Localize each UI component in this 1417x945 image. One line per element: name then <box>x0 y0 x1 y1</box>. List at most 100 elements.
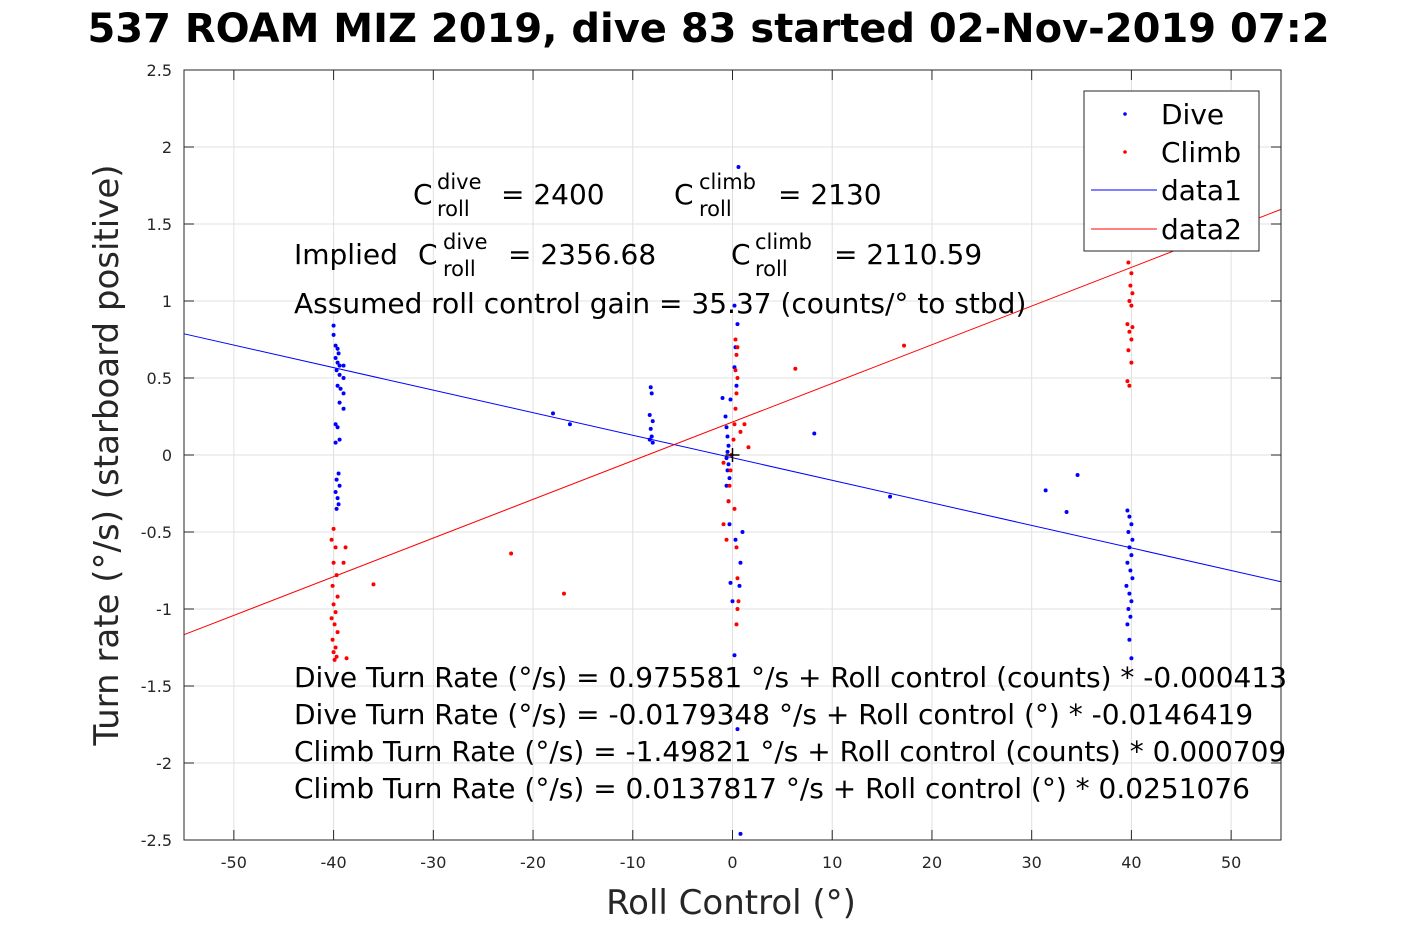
point-dive <box>334 368 339 373</box>
point-climb <box>1129 271 1134 276</box>
x-tick-label: 0 <box>727 853 737 872</box>
x-tick-label: 50 <box>1221 853 1241 872</box>
x-tick-label: -20 <box>520 853 546 872</box>
y-axis-label: Turn rate (°/s) (starboard positive) <box>87 164 127 746</box>
point-dive <box>725 449 730 454</box>
point-climb <box>1130 325 1135 330</box>
point-climb <box>1127 329 1132 334</box>
point-dive <box>1125 622 1130 627</box>
point-dive <box>647 437 652 442</box>
point-climb <box>735 607 740 611</box>
point-dive <box>337 400 342 405</box>
y-tick-label: -0.5 <box>141 523 172 542</box>
point-climb <box>331 602 336 607</box>
point-climb <box>732 422 737 427</box>
point-dive <box>335 360 340 365</box>
point-dive <box>888 494 893 499</box>
legend-data2-label: data2 <box>1161 213 1242 246</box>
c-dive-sym: C <box>413 178 433 211</box>
x-tick-label: -10 <box>620 853 646 872</box>
point-climb <box>331 526 336 531</box>
point-dive <box>1129 656 1134 661</box>
point-climb <box>331 560 336 565</box>
point-climb <box>1130 291 1135 296</box>
point-climb <box>332 657 337 662</box>
point-dive <box>333 343 338 348</box>
x-tick-label: 20 <box>922 853 942 872</box>
point-dive <box>732 303 737 308</box>
point-climb <box>334 654 339 659</box>
point-dive <box>1127 545 1132 550</box>
legend-climb-label: Climb <box>1161 136 1241 169</box>
x-tick-labels: -50 -40 -30 -20 -10 0 10 20 30 40 50 <box>221 853 1242 872</box>
point-dive <box>333 440 338 445</box>
point-dive <box>733 537 738 542</box>
point-climb <box>333 545 338 550</box>
y-tick-label: -2 <box>156 754 172 773</box>
point-climb <box>371 582 376 587</box>
point-dive <box>737 583 742 588</box>
point-dive <box>1129 522 1134 527</box>
ticks <box>184 69 1281 841</box>
point-climb <box>344 656 349 661</box>
point-dive <box>726 462 731 467</box>
legend-dive-marker <box>1123 112 1127 116</box>
point-climb <box>343 545 348 550</box>
legend-climb-marker <box>1123 150 1127 154</box>
point-dive <box>341 363 346 368</box>
point-climb <box>735 376 740 380</box>
point-dive <box>1125 508 1130 513</box>
point-dive <box>727 522 732 527</box>
c-climb-sup: climb <box>699 170 756 194</box>
point-dive <box>336 351 341 356</box>
series-line-data2 <box>183 208 1282 636</box>
point-dive <box>726 443 731 448</box>
scatter-points <box>329 165 1135 836</box>
point-climb <box>733 368 738 373</box>
point-dive <box>649 434 654 439</box>
point-dive <box>812 431 817 436</box>
point-climb <box>733 406 738 411</box>
legend-data1-label: data1 <box>1161 174 1242 207</box>
point-dive <box>723 414 728 419</box>
point-dive <box>1064 509 1069 514</box>
point-dive <box>337 483 342 488</box>
c-climb-value: = 2130 <box>778 178 882 211</box>
point-dive <box>730 599 735 604</box>
x-tick-label: 40 <box>1121 853 1141 872</box>
x-axis-label: Roll Control (°) <box>606 883 856 923</box>
point-climb <box>731 437 736 442</box>
point-climb <box>329 616 334 621</box>
point-dive <box>724 456 729 461</box>
y-tick-label: -2.5 <box>141 831 172 850</box>
implied-dive-annotation: Implied C dive roll = 2356.68 <box>294 230 656 281</box>
point-climb <box>1128 283 1133 288</box>
point-dive <box>1130 576 1135 581</box>
point-dive <box>734 383 739 388</box>
point-dive <box>1127 591 1132 596</box>
point-dive <box>1129 553 1134 558</box>
implied-dive-prefix: Implied <box>294 238 398 271</box>
point-climb <box>734 622 739 627</box>
point-dive <box>333 489 338 494</box>
c-climb-annotation: C climb roll = 2130 <box>674 170 882 221</box>
point-dive <box>567 422 572 427</box>
implied-dive-sub: roll <box>443 257 476 281</box>
point-dive <box>738 831 743 836</box>
point-dive <box>337 437 342 442</box>
point-dive <box>720 396 725 401</box>
fit-line-4: Climb Turn Rate (°/s) = 0.0137817 °/s + … <box>294 772 1250 805</box>
point-climb <box>734 391 739 396</box>
point-climb <box>902 343 907 348</box>
point-dive <box>728 397 733 402</box>
point-climb <box>793 366 798 371</box>
point-climb <box>1125 379 1130 384</box>
point-dive <box>740 530 745 534</box>
point-dive <box>725 434 730 439</box>
gain-annotation: Assumed roll control gain = 35.37 (count… <box>294 287 1026 320</box>
point-dive <box>550 411 555 416</box>
point-dive <box>1128 614 1133 619</box>
y-tick-label: 1 <box>162 292 172 311</box>
c-dive-annotation: C dive roll = 2400 <box>413 170 605 221</box>
point-dive <box>738 560 743 565</box>
